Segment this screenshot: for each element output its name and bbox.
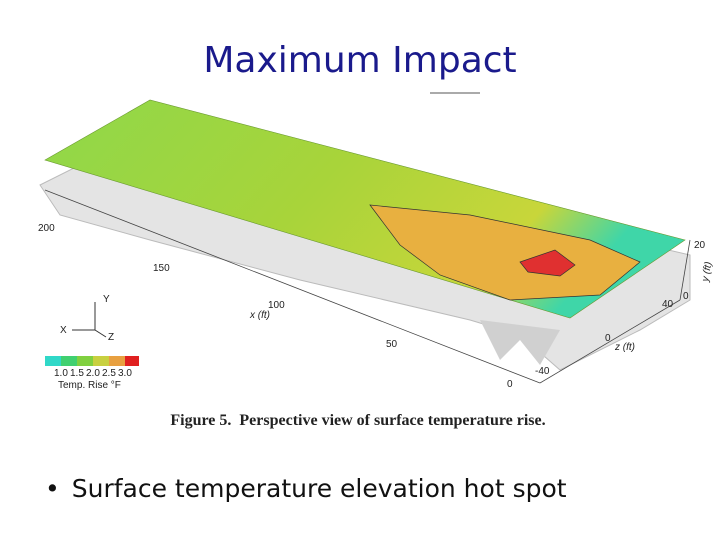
- z-tick-label: -40: [535, 366, 550, 377]
- x-tick-label: 0: [507, 379, 513, 390]
- color-legend: [45, 356, 139, 366]
- z-axis-label: z (ft): [614, 342, 635, 353]
- z-tick-label: 40: [662, 299, 674, 310]
- triad-label: Z: [108, 332, 114, 343]
- legend-tick: 2.5: [102, 368, 116, 379]
- legend-swatch: [109, 356, 125, 366]
- y-axis-label: y (ft): [700, 261, 714, 284]
- figure-caption: Figure 5. Perspective view of surface te…: [170, 412, 545, 429]
- legend-tick: 1.5: [70, 368, 84, 379]
- legend-swatch: [125, 356, 139, 366]
- x-tick-label: 50: [386, 339, 398, 350]
- triad-label: Y: [103, 294, 110, 305]
- z-tick-label: 0: [605, 333, 611, 344]
- y-axis-line: [679, 239, 691, 301]
- warm-region: [369, 204, 641, 301]
- legend-swatch: [77, 356, 93, 366]
- legend-title: Temp. Rise °F: [58, 380, 121, 391]
- x-tick-label: 200: [38, 223, 55, 234]
- triad-label: X: [60, 325, 67, 336]
- figure: 200 150 100 50 0 x (ft) 20 0 y (ft) 40 0…: [38, 92, 714, 429]
- legend-tick: 3.0: [118, 368, 132, 379]
- slide-title: Maximum Impact: [203, 40, 517, 81]
- y-tick-label: 20: [694, 240, 706, 251]
- legend-swatch: [61, 356, 77, 366]
- terrain-shadow: [480, 320, 560, 365]
- legend-tick: 2.0: [86, 368, 100, 379]
- x-axis-line: [44, 189, 541, 384]
- y-tick-label: 0: [683, 291, 689, 302]
- triad-axis: [94, 329, 107, 338]
- x-axis-label: x (ft): [249, 310, 270, 321]
- legend-swatch: [45, 356, 61, 366]
- hot-spot: [519, 249, 576, 277]
- bullet-item: • Surface temperature elevation hot spot: [45, 474, 567, 503]
- z-axis-line: [539, 299, 681, 384]
- legend-tick: 1.0: [54, 368, 68, 379]
- legend-swatch: [93, 356, 109, 366]
- x-tick-label: 150: [153, 263, 170, 274]
- bullet-text: Surface temperature elevation hot spot: [71, 474, 567, 503]
- x-tick-label: 100: [268, 300, 285, 311]
